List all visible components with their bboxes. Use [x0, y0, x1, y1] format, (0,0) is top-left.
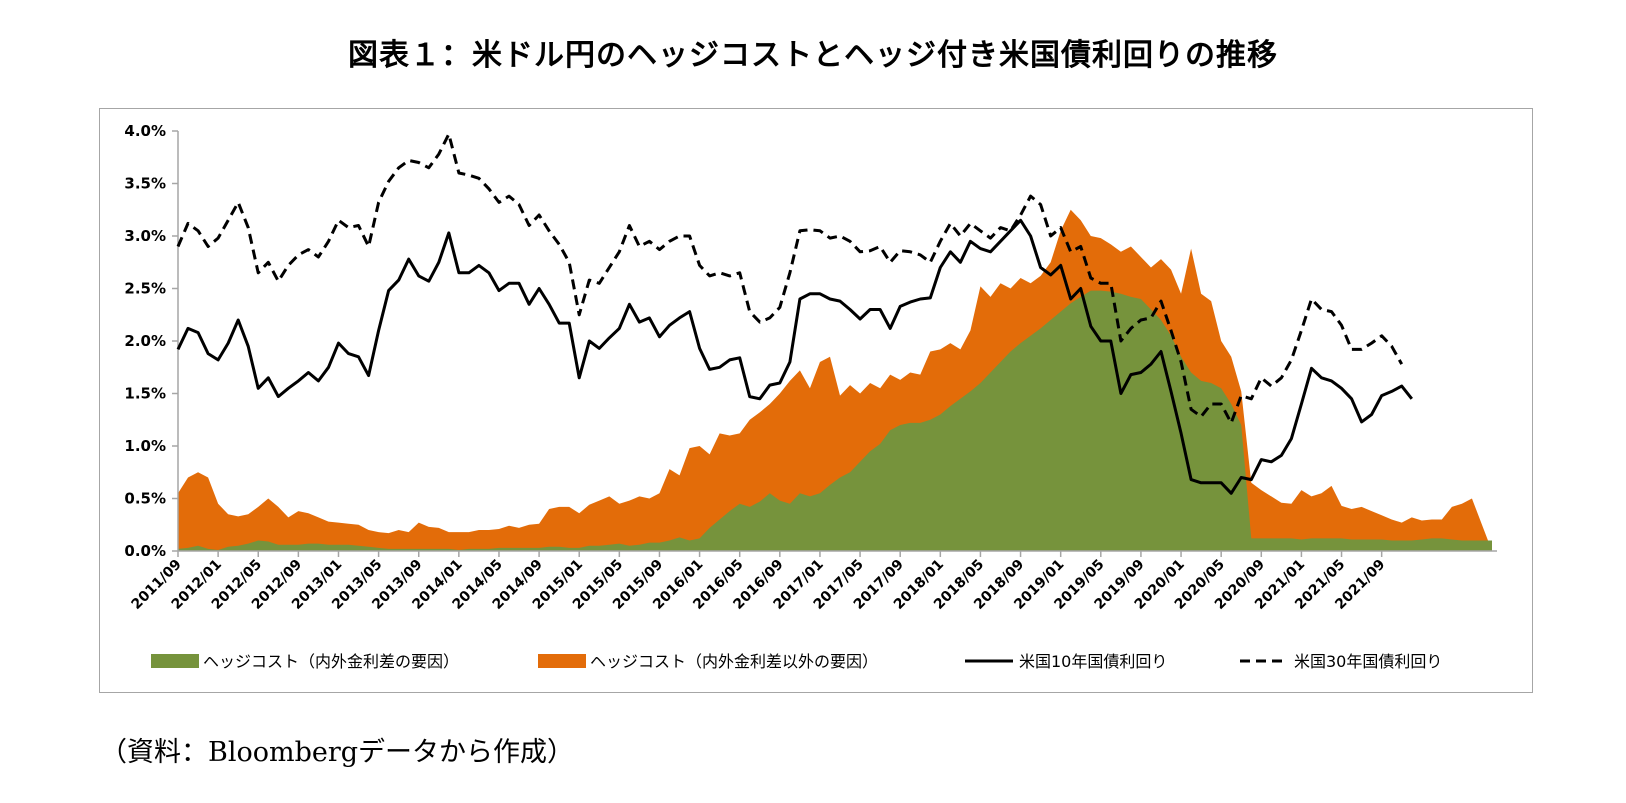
y-tick-label: 3.5% — [124, 175, 166, 193]
legend-swatch — [151, 654, 199, 668]
x-tick-labels: 2011/092012/012012/052012/092013/012013/… — [129, 551, 1388, 613]
legend-swatch — [538, 654, 586, 668]
y-tick-label: 0.0% — [124, 542, 166, 560]
area-layer — [178, 209, 1492, 551]
legend-30y: 米国30年国債利回り — [1240, 652, 1442, 671]
legend-10y: 米国10年国債利回り — [965, 652, 1167, 671]
y-tick-label: 2.5% — [124, 280, 166, 298]
legend-label: 米国30年国債利回り — [1294, 652, 1442, 671]
legend-green: ヘッジコスト（内外金利差の要因） — [151, 652, 459, 671]
legend-label: ヘッジコスト（内外金利差の要因） — [203, 652, 459, 671]
legend-label: 米国10年国債利回り — [1019, 652, 1167, 671]
source-note: （資料：Bloombergデータから作成） — [100, 737, 575, 768]
legend: ヘッジコスト（内外金利差の要因） ヘッジコスト（内外金利差以外の要因） 米国10年国… — [151, 652, 1442, 671]
us10y-yield-line — [176, 218, 1413, 495]
y-tick-label: 2.0% — [124, 332, 166, 350]
line-layer — [176, 132, 1413, 495]
y-tick-label: 0.5% — [124, 490, 166, 508]
y-tick-label: 3.0% — [124, 227, 166, 245]
y-tick-label: 1.5% — [124, 385, 166, 403]
y-tick-label: 1.0% — [124, 437, 166, 455]
us30y-yield-line — [176, 132, 1404, 425]
legend-label: ヘッジコスト（内外金利差以外の要因） — [590, 652, 878, 671]
y-tick-label: 4.0% — [124, 122, 166, 140]
chart-title: 図表１：米ドル円のヘッジコストとヘッジ付き米国債利回りの推移 — [348, 38, 1278, 73]
y-tick-labels: 0.0% 0.5% 1.0% 1.5% 2.0% 2.5% 3.0% 3.5% 4.0% — [124, 122, 178, 560]
legend-orange: ヘッジコスト（内外金利差以外の要因） — [538, 652, 878, 671]
